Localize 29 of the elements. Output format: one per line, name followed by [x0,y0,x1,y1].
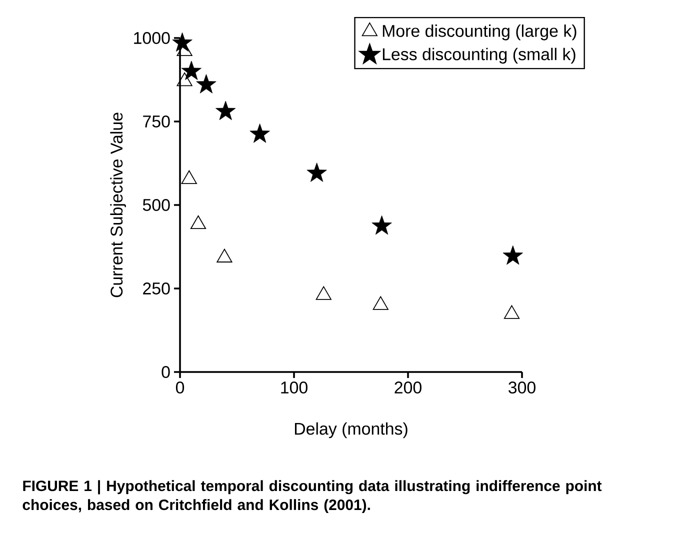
legend-label: Less discounting (small k) [382,48,576,64]
point [372,215,392,235]
x-tick-label: 200 [394,382,422,394]
point [372,296,388,310]
point [216,100,236,120]
x-tick-label: 100 [281,382,308,394]
point [306,162,327,182]
point [504,305,520,319]
y-tick-label: 1000 [134,32,170,44]
point [196,74,216,94]
point [216,248,232,262]
point [190,215,206,230]
point [250,124,270,143]
point [181,170,197,184]
y-tick-label: 0 [162,366,170,378]
caption: FIGURE 1 | Hypothetical temporal discounting data illustrating indifference point choices, based on Critchfield and Kollins (2001). [22,480,602,514]
x-tick-label: 300 [508,382,536,394]
x-axis-title: Delay (months) [294,422,408,438]
legend-label: More discounting (large k) [382,24,576,40]
y-axis-title: Current Subjective Value [110,112,126,298]
y-tick-label: 250 [143,282,170,294]
point [172,32,192,52]
x-tick-label: 0 [176,382,184,394]
point [176,72,192,86]
point [316,286,332,300]
point [181,60,202,80]
y-tick-label: 750 [143,115,170,128]
point [502,245,523,265]
y-tick-label: 500 [142,198,170,211]
